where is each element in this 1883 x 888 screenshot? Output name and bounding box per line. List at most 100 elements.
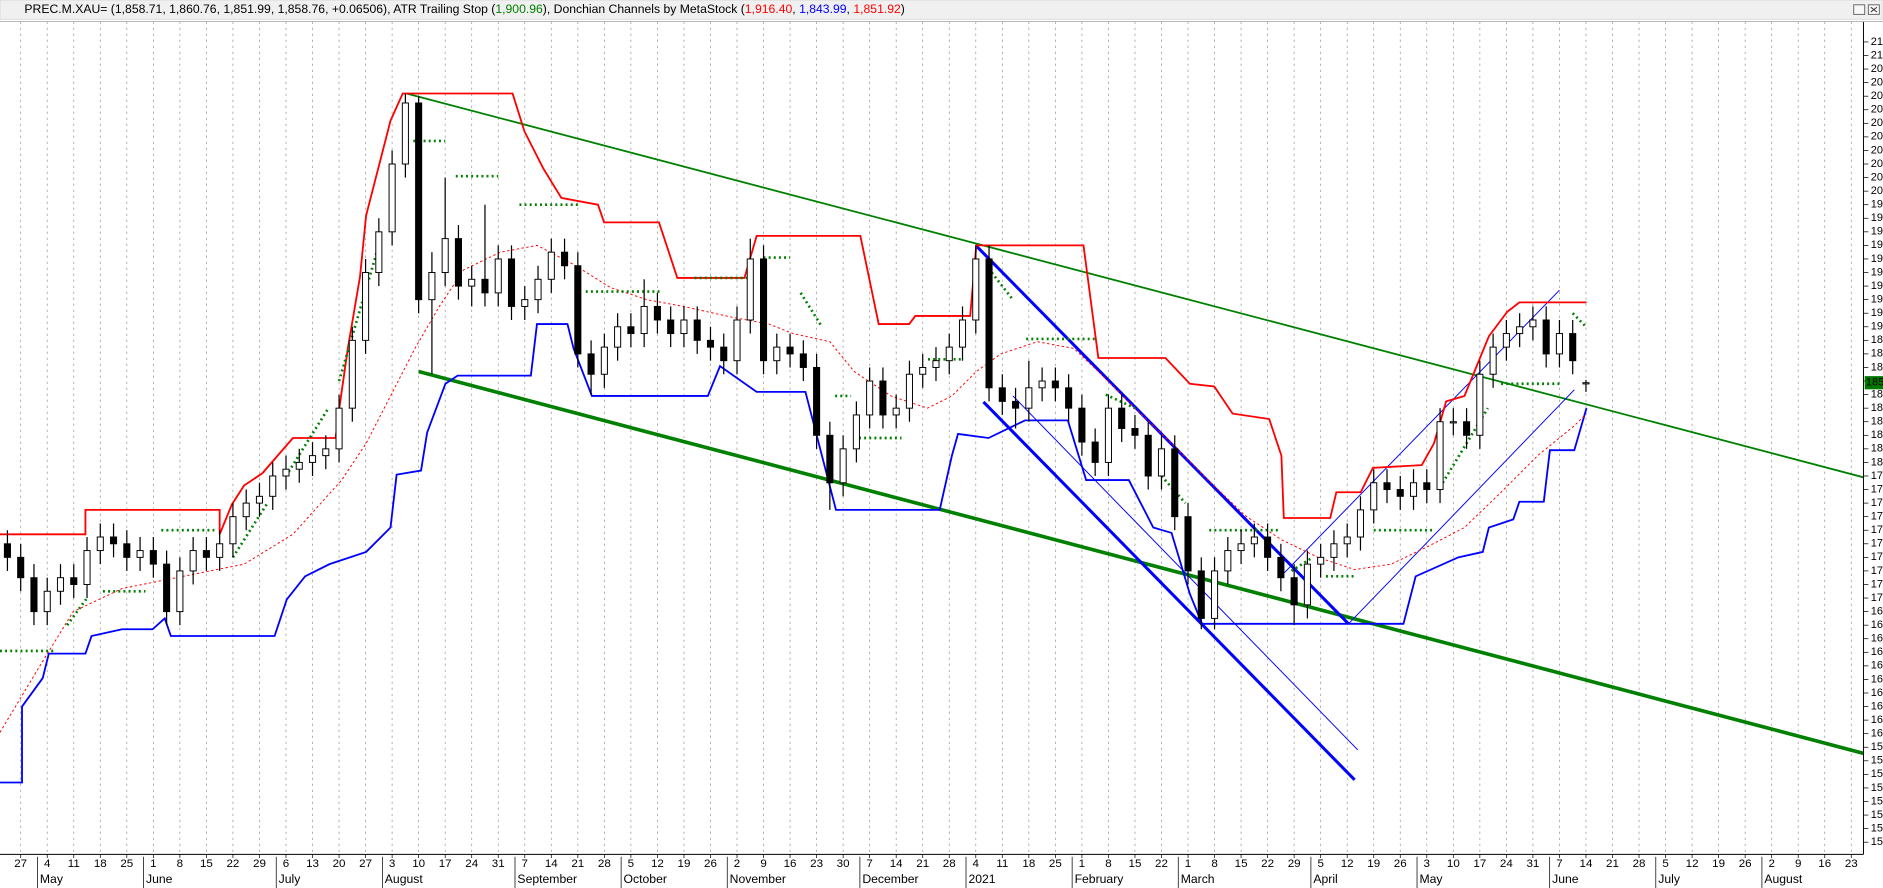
x-tick-label: 7 [866,858,872,870]
candle-body [1264,536,1272,558]
x-tick-label: 1 [1079,858,1085,870]
candle-body [136,550,144,558]
candle-body [229,516,237,545]
candle-body [919,366,927,375]
candle-body [892,407,900,416]
y-tick-label: 1850 [1871,389,1883,401]
y-tick-label: 1610 [1871,714,1883,726]
trend-line [982,400,1356,781]
candle-body [1237,543,1245,552]
candle-body [561,251,569,267]
x-tick-label: 30 [837,858,850,870]
candle-body [786,346,794,355]
candle-body [1184,516,1192,572]
title-segment: 1,851.92 [853,2,901,16]
y-tick-label: 1810 [1871,443,1883,455]
y-tick-label: 2000 [1871,185,1883,197]
trend-line [1280,289,1560,577]
month-label: December [862,872,918,886]
month-label: May [40,872,64,886]
candle-body [998,387,1006,402]
x-tick-label: 19 [678,858,691,870]
candle-body [799,353,807,368]
candle-body [773,346,781,362]
candle-body [1171,448,1179,518]
y-tick-label: 1600 [1871,728,1883,740]
y-tick-label: 1840 [1871,402,1883,414]
candle-body [30,577,38,613]
candle-body [282,468,290,477]
candle-body [720,346,728,362]
candle-body [335,407,343,450]
x-tick-label: 17 [439,858,452,870]
chart-title: PREC.M.XAU= (1,858.71, 1,860.76, 1,851.9… [24,2,904,16]
candle-body [1290,577,1298,606]
x-tick-label: 31 [1526,858,1539,870]
candle-body [879,380,887,416]
indicator-line [0,139,1587,653]
x-tick-label: 28 [1633,858,1646,870]
candle-body [640,305,648,335]
y-tick-label: 2060 [1871,104,1883,116]
candle-body [1012,400,1020,409]
y-tick-label: 2110 [1871,36,1883,48]
month-label: September [517,872,577,886]
candle-body [1131,428,1139,436]
candle-body [242,502,250,518]
x-tick-label: 29 [1288,858,1301,870]
candle-body [1144,434,1152,477]
candle-body [574,265,582,355]
y-tick-label: 2040 [1871,131,1883,143]
y-tick-label: 1550 [1871,795,1883,807]
x-tick-label: 2 [734,858,740,870]
candle-body [1436,421,1444,491]
candle-body [1303,563,1311,606]
x-tick-label: 11 [68,858,80,870]
close-icon [1870,6,1878,13]
x-tick-label: 13 [306,858,319,870]
y-tick-label: 2100 [1871,49,1883,61]
candle-body [43,590,51,613]
y-tick-label: 1570 [1871,768,1883,780]
candle-body [96,536,104,552]
candle-body [534,278,542,301]
candle-body [680,319,688,335]
indicator-line [0,323,1588,784]
candle-body [1569,333,1577,362]
candle-body [149,550,157,565]
x-tick-label: 18 [94,858,107,870]
month-label: August [1764,872,1803,886]
candle-body [521,299,529,307]
x-tick-label: 21 [571,858,584,870]
y-tick-label: 1590 [1871,741,1883,753]
candle-body [958,319,967,348]
candle-body [507,258,516,307]
candle-body [1542,319,1550,355]
candle-body [415,102,423,301]
y-tick-label: 1880 [1871,348,1883,360]
y-tick-label: 1540 [1871,809,1883,821]
month-label: October [624,872,667,886]
y-tick-label: 1650 [1871,660,1883,672]
month-label: 2021 [968,872,995,886]
candle-body [1463,421,1471,436]
x-tick-label: 10 [412,858,425,870]
y-tick-label: 1870 [1871,361,1883,373]
window-restore-button[interactable] [1853,4,1866,15]
x-tick-label: 15 [200,858,213,870]
y-tick-label: 1990 [1871,199,1883,211]
x-tick-label: 1 [150,858,156,870]
x-tick-label: 24 [1500,858,1513,870]
candle-body [1356,509,1365,538]
month-label: June [146,872,173,886]
candle-body [255,495,264,504]
y-tick-label: 2050 [1871,117,1883,129]
candle-body [428,272,436,301]
x-tick-label: 22 [1155,858,1168,870]
title-segment: 1,843.99 [799,2,847,16]
x-tick-label: 6 [283,858,289,870]
candle-body [1330,543,1338,558]
candle-body [441,238,449,274]
